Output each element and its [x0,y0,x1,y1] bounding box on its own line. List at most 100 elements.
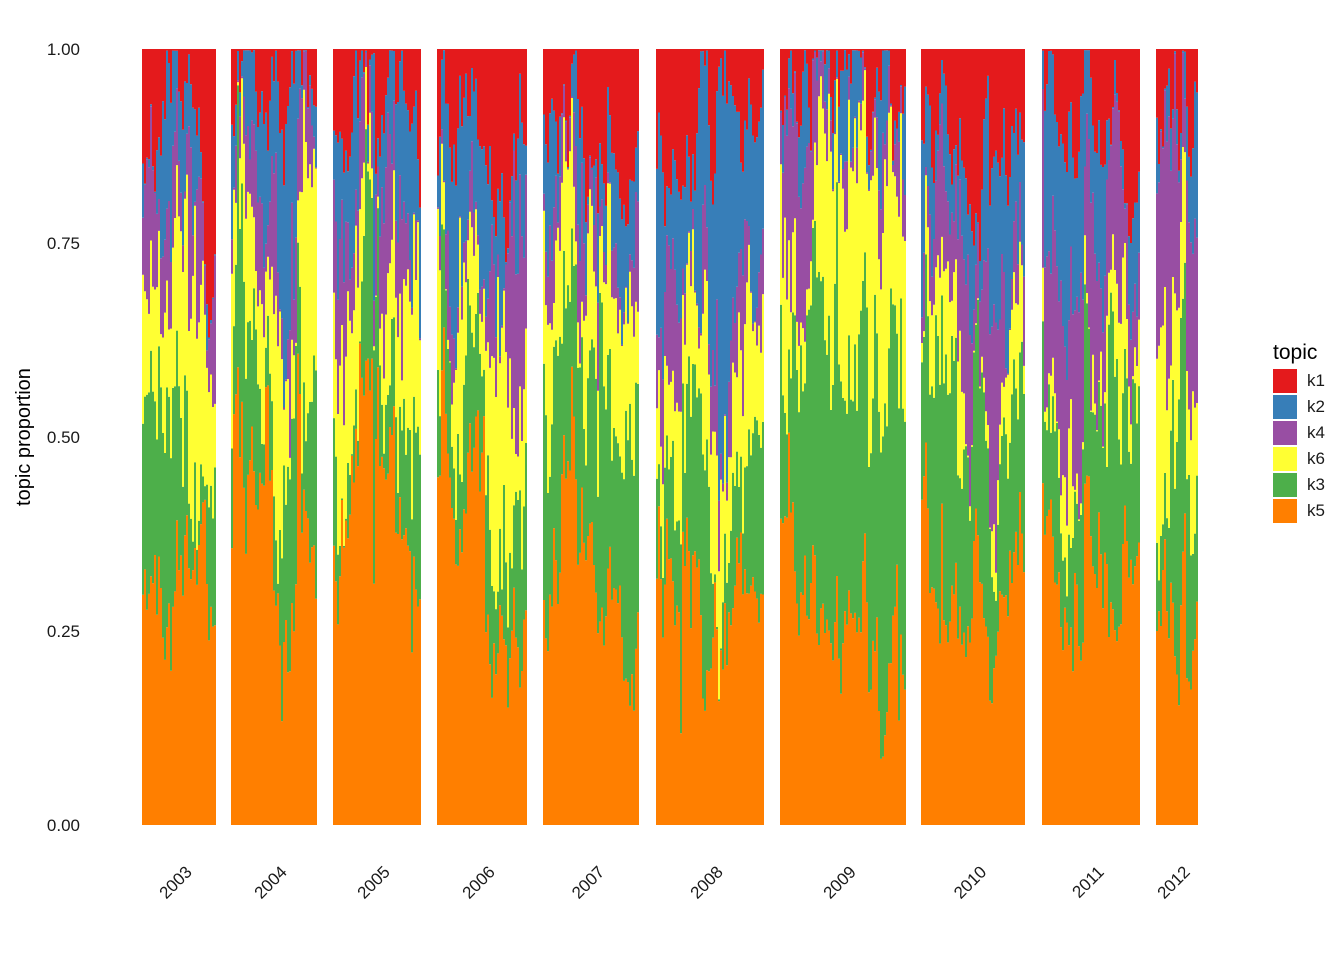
legend-label-k1: k1 [1307,371,1325,390]
y-tick-label: 0.75 [47,234,80,253]
series-k5-2004 [231,353,317,825]
y-tick-label: 0.00 [47,816,80,835]
series-k5-2010 [921,442,1025,825]
series-k5-2007 [543,366,639,825]
legend-label-k4: k4 [1307,423,1325,442]
legend-item-k4: k4 [1272,420,1344,446]
series-k1-2006 [437,49,527,263]
series-k3-2012 [1156,262,1198,706]
x-tick-label-2012: 2012 [1154,862,1194,902]
series-k5-2011 [1042,475,1140,825]
series-k6-2005 [333,67,421,555]
panel-2004 [231,49,317,825]
y-tick-label: 0.50 [47,428,80,447]
series-k5-2009 [780,432,906,825]
x-tick-label-2009: 2009 [820,862,860,902]
x-tick-label-2006: 2006 [459,862,499,902]
x-tick-label-2003: 2003 [156,862,196,902]
series-k6-2008 [656,229,764,700]
series-k1-2007 [543,49,639,227]
series-k1-2004 [231,49,317,186]
series-k3-2011 [1042,284,1140,672]
series-k6-2006 [437,143,527,628]
series-k2-2006 [437,50,527,369]
x-tick-label-2008: 2008 [687,862,727,902]
legend-label-k5: k5 [1307,501,1325,520]
panel-2006 [437,49,527,825]
series-k5-2008 [656,506,764,825]
legend-item-k2: k2 [1272,394,1344,420]
x-axis-panel-labels: 2003 2004 2005 2006 2007 2008 2009 2010 2011 2012 [156,862,1194,902]
panel-2005 [333,49,421,825]
series-k3-2004 [231,85,317,722]
plot-panels [142,49,1198,825]
series-k1-2011 [1042,49,1140,243]
legend: topic k1 k2 k4 k6 k3 k5 [1272,338,1344,524]
series-k4-2003 [142,88,216,408]
series-k1-2009 [780,49,906,166]
series-k1-2003 [142,49,216,338]
series-k3-2007 [543,228,639,711]
y-tick-label: 0.25 [47,622,80,641]
series-k5-2003 [142,499,216,825]
legend-swatch-k4 [1272,420,1298,446]
series-k4-2011 [1042,89,1140,526]
series-k2-2011 [1042,50,1140,380]
series-k1-2005 [333,49,421,208]
series-k6-2010 [921,175,1025,601]
x-tick-label-2004: 2004 [251,862,291,902]
series-k1-2010 [921,49,1025,261]
series-k2-2010 [921,60,1025,374]
legend-swatch-k5 [1272,498,1298,524]
series-k3-2003 [142,330,216,671]
x-tick-label-2010: 2010 [950,862,990,902]
legend-title: topic [1273,341,1318,364]
panel-2003 [142,49,216,825]
series-k3-2009 [780,182,906,759]
legend-item-k3: k3 [1272,472,1344,498]
legend-label-k3: k3 [1307,475,1325,494]
series-k2-2004 [231,50,317,408]
series-k4-2005 [333,52,421,426]
series-k6-2012 [1156,147,1198,581]
series-k3-2005 [333,129,421,653]
x-tick-label-2011: 2011 [1069,862,1108,901]
panel-2010 [921,49,1025,825]
panel-2009 [780,49,906,825]
x-tick-label-2007: 2007 [568,862,608,902]
series-k6-2009 [780,70,906,467]
panel-2012 [1156,49,1198,825]
series-k3-2006 [437,224,527,708]
legend-swatch-k6 [1272,446,1298,472]
series-k4-2006 [437,129,527,457]
series-k2-2003 [142,50,216,351]
y-axis: 0.00 0.25 0.50 0.75 1.00 [47,40,80,835]
legend-item-k6: k6 [1272,446,1344,472]
y-axis-title: topic proportion [13,368,35,506]
y-tick-label: 1.00 [47,40,80,59]
series-k6-2011 [1042,234,1140,597]
legend-item-k5: k5 [1272,498,1344,524]
series-k4-2009 [780,51,906,346]
series-k4-2008 [656,185,764,572]
legend-swatch-k1 [1272,368,1298,394]
panel-2008 [656,49,764,825]
series-k1-2008 [656,49,764,227]
series-k4-2012 [1156,52,1198,441]
series-k2-2012 [1156,50,1198,254]
x-tick-label-2005: 2005 [354,862,394,902]
legend-items: k1 k2 k4 k6 k3 k5 [1272,368,1344,524]
series-k6-2007 [543,98,639,497]
panel-2007 [543,49,639,825]
series-k2-2008 [656,50,764,501]
series-k4-2004 [231,51,317,458]
series-k6-2004 [231,78,317,584]
legend-swatch-k3 [1272,472,1298,498]
legend-label-k2: k2 [1307,397,1325,416]
series-k2-2005 [333,50,421,339]
series-k2-2009 [780,50,906,210]
panel-2011 [1042,49,1140,825]
legend-swatch-k2 [1272,394,1298,420]
series-k6-2003 [142,165,216,550]
